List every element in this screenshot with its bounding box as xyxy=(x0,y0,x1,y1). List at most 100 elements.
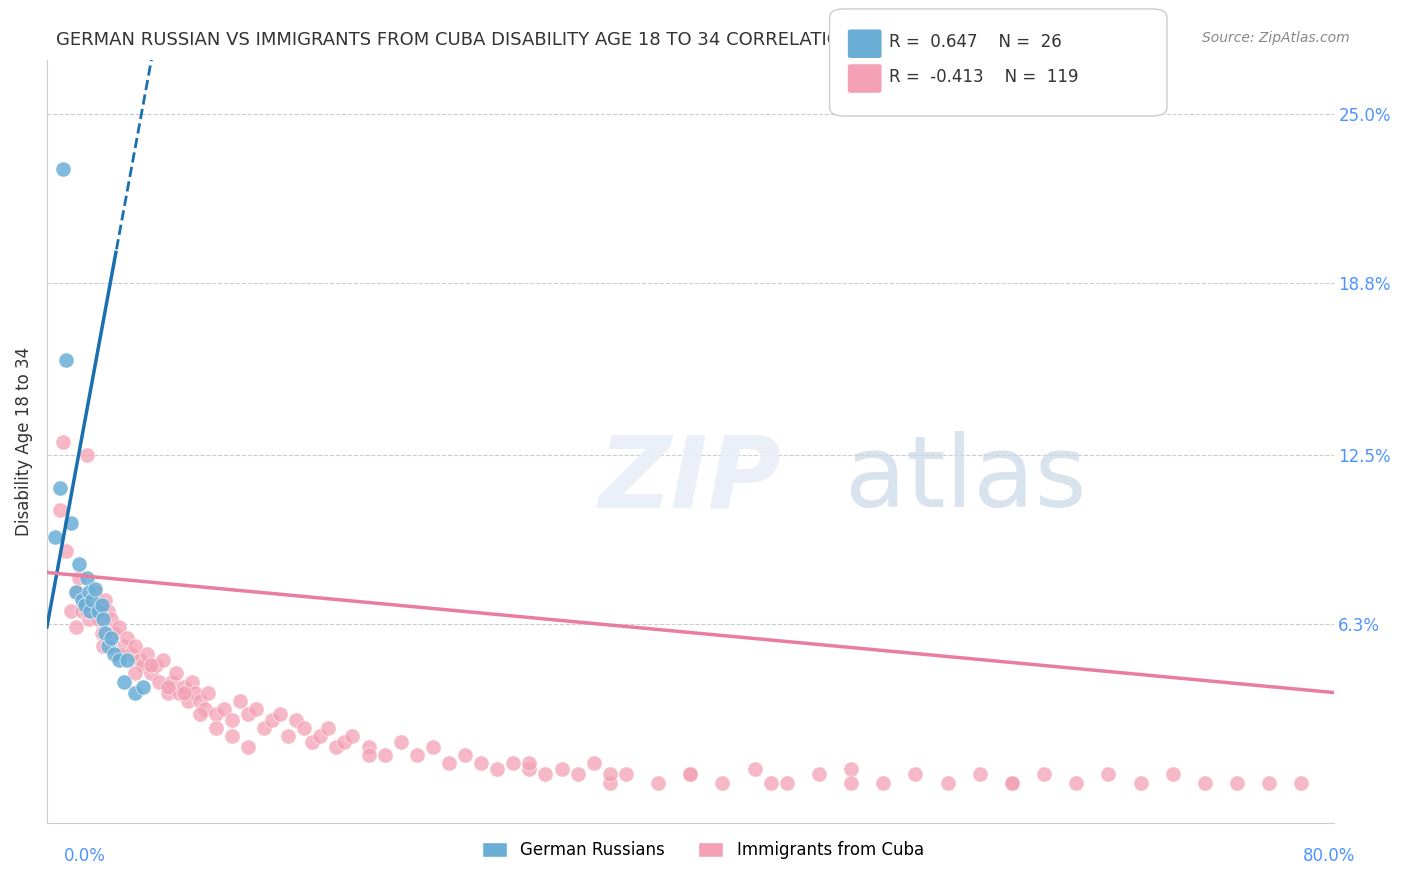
Point xyxy=(148,674,170,689)
Point xyxy=(437,756,460,771)
Point xyxy=(84,582,107,596)
Point xyxy=(309,729,332,743)
Point xyxy=(77,612,100,626)
Point xyxy=(72,604,94,618)
Point xyxy=(117,653,139,667)
Point xyxy=(301,734,323,748)
Point xyxy=(76,571,98,585)
Point xyxy=(67,558,90,572)
Point xyxy=(91,639,114,653)
Point xyxy=(112,674,135,689)
Point xyxy=(1064,775,1087,789)
Point xyxy=(534,767,557,781)
Point xyxy=(253,721,276,735)
Point xyxy=(454,748,477,763)
Point xyxy=(807,767,830,781)
Point xyxy=(141,658,163,673)
Point xyxy=(405,748,427,763)
Point xyxy=(103,625,125,640)
Point xyxy=(145,658,167,673)
Point xyxy=(152,653,174,667)
Point xyxy=(197,685,219,699)
Point xyxy=(470,756,492,771)
Point xyxy=(342,729,364,743)
Point xyxy=(519,756,541,771)
Point xyxy=(599,775,621,789)
Point xyxy=(94,592,117,607)
Point xyxy=(550,762,572,776)
Point xyxy=(55,352,77,367)
Text: GERMAN RUSSIAN VS IMMIGRANTS FROM CUBA DISABILITY AGE 18 TO 34 CORRELATION CHART: GERMAN RUSSIAN VS IMMIGRANTS FROM CUBA D… xyxy=(56,31,921,49)
Legend: German Russians, Immigrants from Cuba: German Russians, Immigrants from Cuba xyxy=(475,835,931,866)
Point xyxy=(221,713,243,727)
Point xyxy=(422,740,444,755)
Point xyxy=(357,748,380,763)
Point xyxy=(969,767,991,781)
Point xyxy=(1226,775,1249,789)
Text: R =  0.647    N =  26: R = 0.647 N = 26 xyxy=(889,33,1062,51)
Point xyxy=(1001,775,1024,789)
Point xyxy=(839,775,862,789)
Point xyxy=(80,604,103,618)
Point xyxy=(72,592,94,607)
Point xyxy=(124,685,146,699)
Point xyxy=(502,756,524,771)
Point xyxy=(76,448,98,462)
Point xyxy=(1194,775,1216,789)
Point xyxy=(173,685,195,699)
Point xyxy=(357,740,380,755)
Point xyxy=(162,674,184,689)
Point xyxy=(221,729,243,743)
Point xyxy=(260,713,283,727)
Point xyxy=(936,775,959,789)
Point xyxy=(65,584,87,599)
Point xyxy=(374,748,396,763)
Point xyxy=(1129,775,1152,789)
Point xyxy=(177,694,200,708)
Point xyxy=(44,530,66,544)
Point xyxy=(180,674,202,689)
Point xyxy=(94,625,117,640)
Point xyxy=(91,599,114,613)
Point xyxy=(277,729,299,743)
Point xyxy=(236,707,259,722)
Point xyxy=(711,775,734,789)
Point xyxy=(103,648,125,662)
Point xyxy=(76,604,98,618)
Point xyxy=(599,767,621,781)
Point xyxy=(582,756,605,771)
Point xyxy=(519,762,541,776)
Point xyxy=(108,653,131,667)
Point xyxy=(285,713,308,727)
Point xyxy=(124,639,146,653)
Point xyxy=(333,734,356,748)
Point xyxy=(229,694,252,708)
Point xyxy=(52,161,75,176)
Point xyxy=(204,707,226,722)
Point xyxy=(65,620,87,634)
Point xyxy=(60,516,83,531)
Text: 0.0%: 0.0% xyxy=(63,847,105,865)
Point xyxy=(1033,767,1056,781)
Y-axis label: Disability Age 18 to 34: Disability Age 18 to 34 xyxy=(15,347,32,536)
Text: ZIP: ZIP xyxy=(599,431,782,528)
Point xyxy=(173,680,195,694)
Point xyxy=(91,612,114,626)
Point xyxy=(75,592,97,607)
Point xyxy=(141,666,163,681)
Point xyxy=(167,685,190,699)
Point xyxy=(108,620,131,634)
Point xyxy=(839,762,862,776)
Point xyxy=(744,762,766,776)
Point xyxy=(79,604,101,618)
Point xyxy=(188,694,211,708)
Point xyxy=(1291,775,1313,789)
Point xyxy=(1161,767,1184,781)
Point xyxy=(165,666,187,681)
Point xyxy=(90,625,112,640)
Text: R =  -0.413    N =  119: R = -0.413 N = 119 xyxy=(889,68,1078,86)
Point xyxy=(65,584,87,599)
Point xyxy=(679,767,702,781)
Point xyxy=(90,599,112,613)
Point xyxy=(97,639,120,653)
